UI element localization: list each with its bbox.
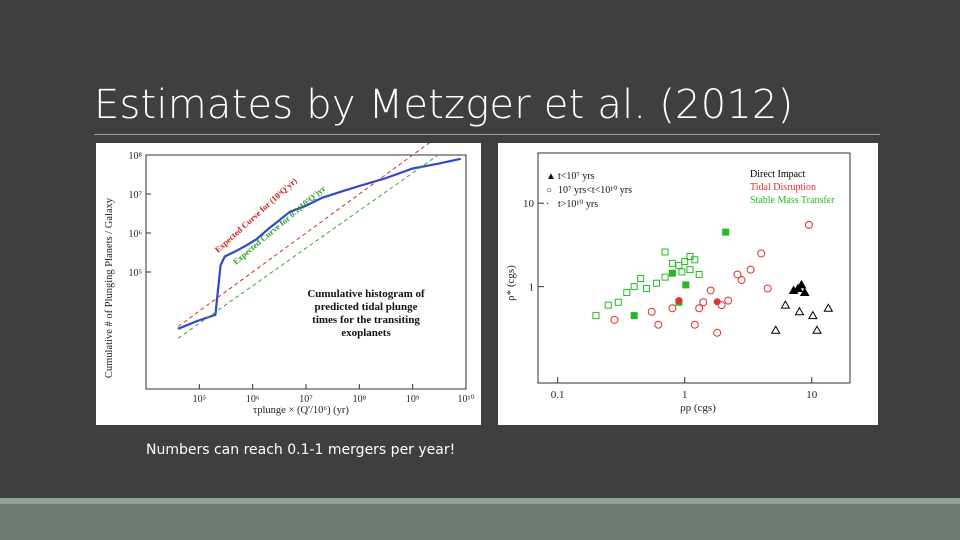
chart1-x-tick-label: 10¹⁰: [457, 394, 474, 405]
chart2-legend-marker: ·: [546, 199, 549, 210]
chart2-legend-color-label: Stable Mass Transfer: [750, 195, 835, 206]
chart2-point-tidal-disruption: [717, 301, 726, 310]
chart2-point-tidal-disruption: [699, 298, 708, 307]
chart1-expected-curve-red: [177, 135, 439, 327]
slide-caption: Numbers can reach 0.1-1 mergers per year…: [146, 442, 456, 458]
chart2-point-stable-mass-transfer: [668, 259, 676, 267]
chart2-legend-color-label: Tidal Disruption: [750, 182, 816, 193]
chart2-point-stable-mass-transfer: [614, 298, 622, 306]
chart2-legend-marker: ○: [546, 185, 552, 196]
chart1-y-tick-label: 10⁶: [129, 229, 143, 240]
chart1-x-tick-label: 10⁹: [406, 394, 420, 405]
chart2-point-stable-mass-transfer: [675, 261, 683, 269]
chart2-point-stable-mass-transfer: [642, 285, 650, 293]
chart2-point-stable-mass-transfer: [678, 268, 686, 276]
chart2-point-tidal-disruption: [763, 284, 772, 293]
chart2-point-highlight: [630, 312, 638, 320]
chart2-point-stable-mass-transfer: [604, 301, 612, 309]
slide-footer-bar: [0, 498, 960, 540]
chart2-point-direct-impact: [812, 325, 822, 334]
chart2-point-direct-impact: [799, 287, 810, 297]
slide-footer-accent: [0, 498, 960, 504]
chart1-x-tick-label: 10⁵: [193, 394, 207, 405]
chart2-point-highlight: [668, 269, 676, 277]
chart2-point-tidal-disruption: [695, 304, 704, 313]
chart2-point-stable-mass-transfer: [637, 275, 645, 283]
chart2-legend-symbol-label: t<10⁷ yrs: [558, 171, 595, 182]
chart2-point-direct-impact: [780, 300, 791, 309]
chart2-x-tick-label: 10: [806, 389, 818, 401]
chart2-point-stable-mass-transfer: [630, 283, 638, 291]
chart2-point-tidal-disruption: [690, 320, 699, 329]
chart2-point-tidal-disruption: [654, 320, 663, 329]
chart2-point-tidal-disruption: [757, 249, 766, 258]
chart2-legend-symbol-label: 10⁷ yrs<t<10¹⁰ yrs: [558, 185, 632, 196]
chart1-x-tick-label: 10⁸: [353, 394, 367, 405]
left-chart-panel: 10⁵ 10⁶ 10⁷ 10⁸ 10⁹ 10¹⁰ 10⁸ 10⁷ 10⁶ 10⁵ Cumulati…: [96, 135, 481, 425]
chart1-y-axis-label: Cumulative # of Plunging Planets / Galax…: [104, 197, 115, 378]
chart2-point-direct-impact: [770, 325, 781, 334]
chart2-point-stable-mass-transfer: [653, 279, 661, 287]
title-underline: [94, 134, 880, 135]
chart2-point-highlight: [713, 298, 721, 306]
chart1-y-tick-label: 10⁷: [129, 190, 143, 201]
density-scatter-chart: 0.1 1 10 10 1 ▲ t<10⁷ yrs ○ 10⁷ yrs<t<10¹⁰ yrs ·…: [505, 152, 851, 414]
chart2-legend-color-label: Direct Impact: [750, 169, 805, 180]
chart2-point-tidal-disruption: [706, 286, 715, 295]
chart2-point-tidal-disruption: [733, 270, 742, 279]
chart2-point-highlight: [682, 281, 690, 289]
chart2-x-axis-label: ρp (cgs): [680, 402, 716, 414]
chart2-point-direct-impact: [823, 303, 834, 312]
chart2-point-stable-mass-transfer: [661, 248, 669, 256]
chart1-x-tick-label: 10⁶: [246, 394, 260, 405]
chart1-y-tick-label: 10⁸: [129, 151, 143, 162]
chart2-point-tidal-disruption: [724, 296, 733, 305]
chart2-point-tidal-disruption: [737, 276, 746, 285]
chart1-x-axis-label: τplunge × (Q'/10⁶) (yr): [253, 405, 349, 416]
chart2-point-tidal-disruption: [610, 315, 619, 324]
chart2-legend-symbol-label: t>10¹⁰ yrs: [558, 199, 598, 210]
chart1-histogram-line: [177, 157, 462, 330]
chart1-plot-frame: [145, 154, 467, 390]
right-chart-panel: 0.1 1 10 10 1 ▲ t<10⁷ yrs ○ 10⁷ yrs<t<10¹⁰ yrs ·…: [498, 143, 878, 425]
chart2-point-stable-mass-transfer: [681, 258, 689, 266]
chart2-y-tick-label: 10: [523, 198, 535, 210]
chart1-y-tick-label: 10⁵: [129, 268, 143, 279]
chart1-x-tick-label: 10⁷: [299, 394, 313, 405]
chart2-point-direct-impact: [807, 310, 818, 320]
chart2-point-tidal-disruption: [746, 265, 755, 274]
chart2-legend-marker: ▲: [546, 171, 556, 182]
chart2-plot-frame: [537, 152, 851, 384]
chart2-point-highlight: [675, 297, 683, 305]
chart2-x-tick-label: 1: [682, 389, 688, 401]
chart2-point-stable-mass-transfer: [691, 256, 699, 264]
chart2-point-tidal-disruption: [713, 328, 722, 337]
chart2-point-stable-mass-transfer: [661, 273, 669, 281]
chart2-point-tidal-disruption: [804, 220, 813, 229]
chart2-point-highlight: [722, 228, 730, 236]
chart2-point-tidal-disruption: [647, 307, 656, 316]
chart2-point-stable-mass-transfer: [686, 266, 694, 274]
chart1-annotation: Cumulative histogram of predicted tidal p…: [307, 288, 425, 339]
chart2-x-tick-label: 0.1: [551, 389, 565, 401]
chart2-point-tidal-disruption: [668, 304, 677, 313]
chart2-point-stable-mass-transfer: [695, 270, 703, 278]
slide-title: Estimates by Metzger et al. (2012): [94, 82, 794, 128]
chart2-y-axis-label: ρ* (cgs): [505, 265, 517, 301]
chart2-point-direct-impact: [794, 306, 805, 316]
cumulative-plunge-chart: 10⁵ 10⁶ 10⁷ 10⁸ 10⁹ 10¹⁰ 10⁸ 10⁷ 10⁶ 10⁵ Cumulati…: [104, 135, 475, 416]
chart2-y-tick-label: 1: [529, 282, 535, 294]
chart2-point-stable-mass-transfer: [592, 312, 600, 320]
chart2-point-stable-mass-transfer: [623, 289, 631, 297]
chart2-point-direct-impact: [796, 279, 807, 289]
